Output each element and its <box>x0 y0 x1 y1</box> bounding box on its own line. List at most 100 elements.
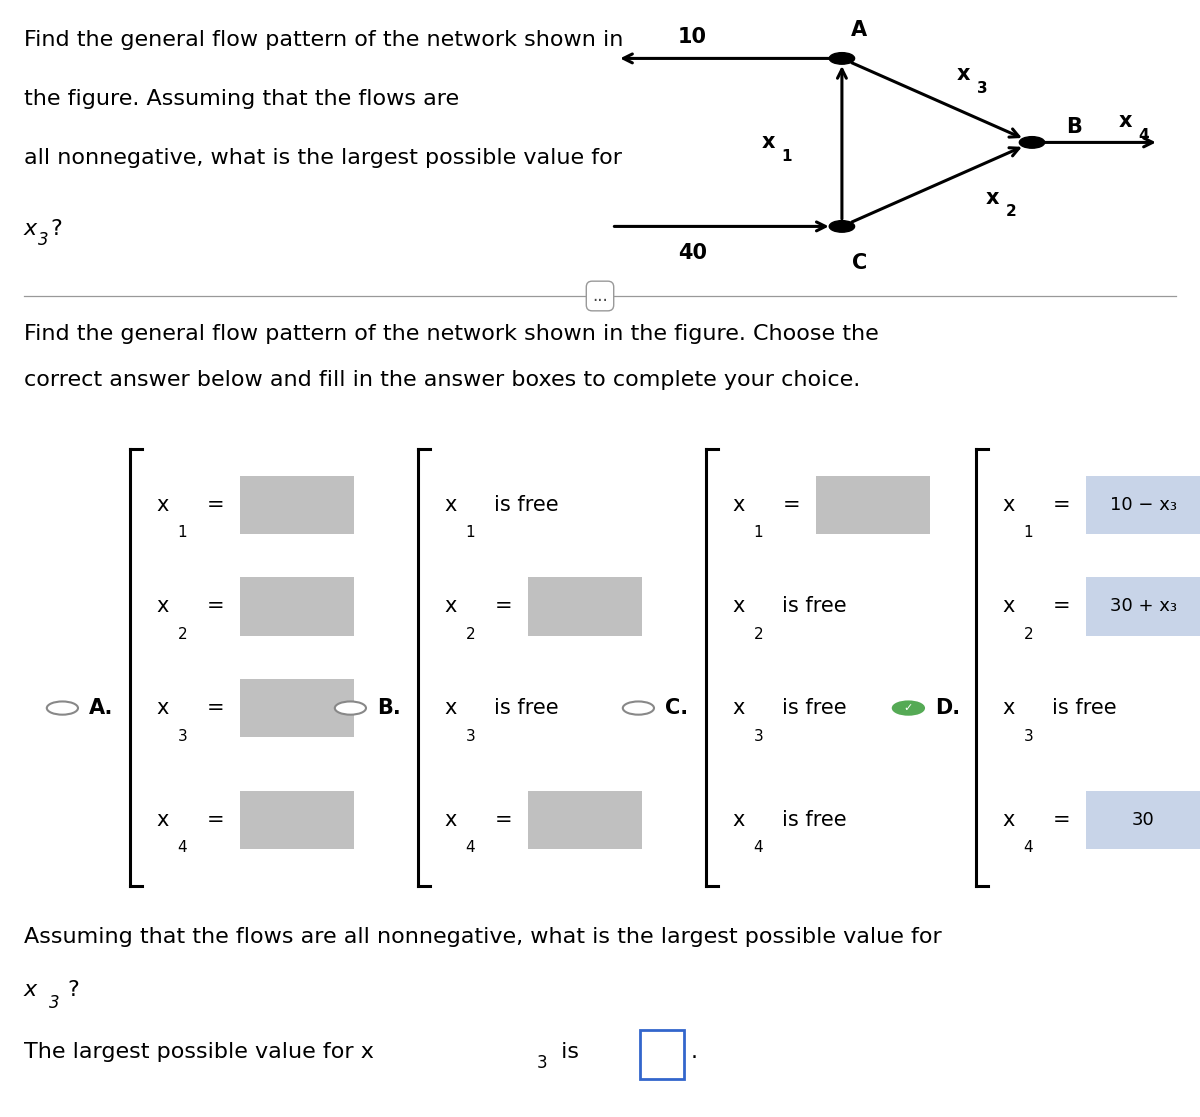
Text: 3: 3 <box>977 82 988 96</box>
FancyBboxPatch shape <box>240 577 354 636</box>
FancyBboxPatch shape <box>1086 476 1200 534</box>
Text: 30: 30 <box>1132 811 1154 829</box>
Text: x: x <box>732 810 744 830</box>
Text: 4: 4 <box>178 840 187 856</box>
Text: =: = <box>206 495 224 515</box>
Text: x: x <box>156 495 168 515</box>
Text: x: x <box>1118 112 1132 132</box>
Text: 2: 2 <box>1006 204 1016 219</box>
Text: ✓: ✓ <box>904 703 913 713</box>
Text: 4: 4 <box>1024 840 1033 856</box>
FancyBboxPatch shape <box>1086 791 1200 849</box>
Text: 2: 2 <box>754 627 763 642</box>
Circle shape <box>47 701 78 715</box>
Text: ?: ? <box>67 981 79 1000</box>
Text: 1: 1 <box>781 150 792 164</box>
Text: 2: 2 <box>466 627 475 642</box>
Text: Find the general flow pattern of the network shown in the figure. Choose the: Find the general flow pattern of the net… <box>24 324 878 344</box>
Text: x: x <box>1002 596 1014 617</box>
Text: .: . <box>691 1042 698 1062</box>
Text: is free: is free <box>782 698 847 718</box>
FancyBboxPatch shape <box>240 679 354 737</box>
Text: is free: is free <box>782 810 847 830</box>
Circle shape <box>623 701 654 715</box>
Text: 3: 3 <box>754 728 763 744</box>
Text: x: x <box>1002 495 1014 515</box>
Text: x: x <box>732 495 744 515</box>
Text: ?: ? <box>50 219 61 239</box>
Text: 4: 4 <box>754 840 763 856</box>
Text: C.: C. <box>665 698 688 718</box>
Text: x: x <box>958 64 971 84</box>
Circle shape <box>829 52 854 64</box>
FancyBboxPatch shape <box>528 577 642 636</box>
Text: x: x <box>444 698 456 718</box>
Text: 1: 1 <box>178 525 187 541</box>
Text: x: x <box>732 698 744 718</box>
Text: =: = <box>1052 810 1070 830</box>
Text: =: = <box>494 810 512 830</box>
Circle shape <box>335 701 366 715</box>
Text: A: A <box>851 20 868 40</box>
Text: The largest possible value for x: The largest possible value for x <box>24 1042 374 1062</box>
Text: correct answer below and fill in the answer boxes to complete your choice.: correct answer below and fill in the ans… <box>24 370 860 390</box>
Text: 2: 2 <box>1024 627 1033 642</box>
Text: 1: 1 <box>466 525 475 541</box>
Text: is: is <box>554 1042 578 1062</box>
Text: x: x <box>156 698 168 718</box>
Text: B.: B. <box>377 698 401 718</box>
Text: x: x <box>732 596 744 617</box>
Text: x: x <box>156 810 168 830</box>
Text: is free: is free <box>494 495 559 515</box>
Text: the figure. Assuming that the flows are: the figure. Assuming that the flows are <box>24 88 460 108</box>
Text: is free: is free <box>494 698 559 718</box>
Text: x: x <box>1002 698 1014 718</box>
Text: ...: ... <box>592 287 608 305</box>
Text: 3: 3 <box>466 728 475 744</box>
FancyBboxPatch shape <box>1086 577 1200 636</box>
FancyBboxPatch shape <box>528 791 642 849</box>
Text: =: = <box>494 596 512 617</box>
Text: B: B <box>1067 116 1082 136</box>
Text: =: = <box>206 698 224 718</box>
Text: x: x <box>24 219 37 239</box>
FancyBboxPatch shape <box>816 476 930 534</box>
Text: Assuming that the flows are all nonnegative, what is the largest possible value : Assuming that the flows are all nonnegat… <box>24 927 942 947</box>
Text: is free: is free <box>1052 698 1117 718</box>
Circle shape <box>893 701 924 715</box>
Text: x: x <box>24 981 37 1000</box>
Text: x: x <box>1002 810 1014 830</box>
Text: 10: 10 <box>678 28 707 47</box>
Text: 3: 3 <box>38 231 49 249</box>
Text: x: x <box>444 596 456 617</box>
Text: =: = <box>782 495 800 515</box>
Text: x: x <box>761 133 775 152</box>
Text: is free: is free <box>782 596 847 617</box>
Text: 3: 3 <box>1024 728 1033 744</box>
Text: A.: A. <box>89 698 113 718</box>
Text: 4: 4 <box>1139 128 1150 143</box>
Text: =: = <box>1052 495 1070 515</box>
Text: 4: 4 <box>466 840 475 856</box>
Text: C: C <box>852 252 866 273</box>
Text: x: x <box>444 495 456 515</box>
FancyBboxPatch shape <box>240 791 354 849</box>
Text: =: = <box>206 810 224 830</box>
Text: x: x <box>986 188 1000 208</box>
Text: 2: 2 <box>178 627 187 642</box>
Circle shape <box>829 221 854 232</box>
Text: Find the general flow pattern of the network shown in: Find the general flow pattern of the net… <box>24 30 623 50</box>
Circle shape <box>1019 136 1045 149</box>
Text: 1: 1 <box>754 525 763 541</box>
Text: 10 − x₃: 10 − x₃ <box>1110 496 1176 514</box>
Text: =: = <box>1052 596 1070 617</box>
Text: 3: 3 <box>178 728 187 744</box>
Text: 30 + x₃: 30 + x₃ <box>1110 598 1176 615</box>
Text: 3: 3 <box>536 1054 547 1072</box>
Text: =: = <box>206 596 224 617</box>
Text: x: x <box>444 810 456 830</box>
Text: x: x <box>156 596 168 617</box>
Text: D.: D. <box>935 698 960 718</box>
Text: 1: 1 <box>1024 525 1033 541</box>
FancyBboxPatch shape <box>641 1030 684 1079</box>
